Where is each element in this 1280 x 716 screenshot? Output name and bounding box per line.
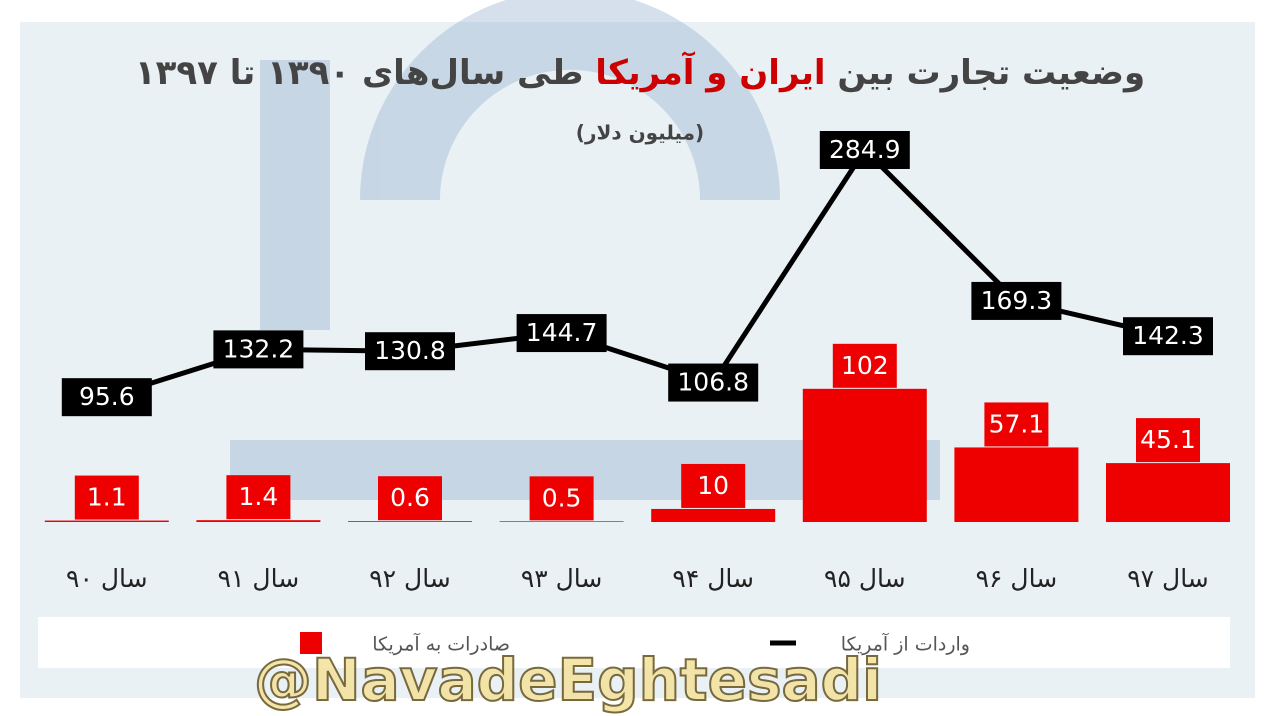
bar <box>44 520 169 522</box>
line-label: 130.8 <box>374 336 446 365</box>
line-label-box <box>819 131 910 169</box>
bar-label: 0.6 <box>390 483 430 512</box>
bar <box>1106 463 1230 522</box>
x-tick-label: سال ۹۴ <box>672 564 754 593</box>
line-label: 284.9 <box>829 135 901 164</box>
x-tick-label: سال ۹۱ <box>218 564 300 593</box>
title-part: طی سال‌های ۱۳۹۰ تا ۱۳۹۷ <box>135 53 584 93</box>
line-label: 95.6 <box>79 382 135 411</box>
line-label: 144.7 <box>526 318 598 347</box>
bar-label-box <box>529 476 594 521</box>
bar-label-box <box>74 475 139 520</box>
bar <box>954 447 1079 522</box>
bar-label-box <box>378 476 442 521</box>
x-tick-label: سال ۹۵ <box>824 564 906 593</box>
title-highlight: ایران و آمریکا <box>595 51 825 93</box>
title-part: وضعیت تجارت بین <box>837 53 1145 93</box>
chart-subtitle: (میلیون دلار) <box>576 121 704 145</box>
x-tick-label: سال ۹۰ <box>66 564 148 593</box>
line-label-box <box>971 281 1062 320</box>
x-tick-label: سال ۹۶ <box>976 564 1058 593</box>
x-tick-label: سال ۹۷ <box>1127 564 1209 593</box>
bar-label: 57.1 <box>989 409 1045 438</box>
bar-label-box <box>681 463 746 508</box>
line-label-box <box>61 378 152 417</box>
legend-label: صادرات به آمریکا <box>372 632 510 656</box>
bar <box>348 521 472 522</box>
bar-label-box <box>226 475 291 520</box>
line-label-box <box>668 363 759 402</box>
bar-label: 102 <box>841 351 889 380</box>
line-label: 106.8 <box>677 368 749 397</box>
bar <box>499 521 624 522</box>
legend-label: واردات از آمریکا <box>841 632 970 656</box>
bar <box>196 520 321 522</box>
bar-label: 45.1 <box>1140 425 1196 454</box>
line-label: 132.2 <box>223 334 295 363</box>
bar-label: 10 <box>697 471 729 500</box>
bar-label: 0.5 <box>542 483 582 512</box>
line-label: 142.3 <box>1132 321 1204 350</box>
bar <box>651 508 776 522</box>
plot: سال ۹۰ سال ۹۱ سال ۹۲ سال ۹۳ سال ۹۴ سال ۹۵ سال … <box>44 131 1230 656</box>
legend-box <box>38 617 1230 668</box>
line-label-box <box>1123 317 1213 356</box>
line-label: 169.3 <box>981 286 1053 315</box>
bar-label-box <box>832 343 897 388</box>
bar-label-box <box>1136 418 1200 463</box>
bar-label-box <box>984 402 1049 447</box>
bar-label: 1.4 <box>239 482 279 511</box>
line-label-box <box>365 332 455 371</box>
x-tick-label: سال ۹۳ <box>521 564 603 593</box>
watermark-text: @NavadeEghtesadi <box>254 646 882 714</box>
chart-title: وضعیت تجارت بین ایران و آمریکا طی سال‌ها… <box>135 51 1145 93</box>
line-label-box <box>516 314 607 353</box>
bar <box>802 388 927 522</box>
x-tick-label: سال ۹۲ <box>369 564 451 593</box>
bar-label: 1.1 <box>87 483 127 512</box>
legend-swatch <box>300 632 322 654</box>
line-label-box <box>213 330 304 369</box>
